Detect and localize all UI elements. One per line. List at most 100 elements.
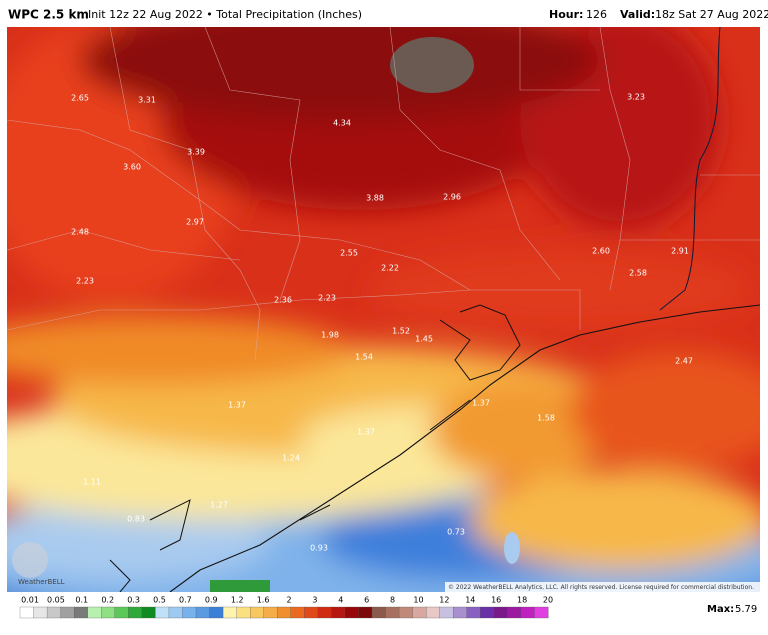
colorbar-swatch [344,606,359,619]
colorbar-tick-label: 0.3 [127,596,140,605]
colorbar-tick-label: 6 [364,596,369,605]
colorbar-swatch [493,606,508,619]
colorbar-tick-label: 2 [286,596,291,605]
colorbar-swatch [128,606,143,619]
logo: WeatherBELL [18,578,65,586]
colorbar-swatch [520,606,535,619]
colorbar-swatch [46,606,62,619]
colorbar: 0.01 0.05 0.1 0.2 0.3 0.5 0.7 0.9 1.2 1.6 2 3 4 6 8 10 1… [19,596,553,619]
colorbar-swatch [412,606,427,619]
colorbar-swatch [385,606,400,619]
colorbar-swatch [304,606,319,619]
colorbar-swatch [168,606,183,619]
colorbar-tick-label: 16 [491,596,501,605]
colorbar-tick-label: 4 [338,596,343,605]
colorbar-swatch [439,606,454,619]
colorbar-tick-label: 1.6 [257,596,270,605]
map-value-label: 2.36 [274,296,292,305]
map-value-label: 1.45 [415,335,433,344]
map-value-label: 2.58 [629,269,647,278]
colorbar-swatch [358,606,373,619]
map-value-label: 4.34 [333,119,351,128]
colorbar-swatch [398,606,414,619]
colorbar-swatch [236,606,251,619]
colorbar-swatch [33,606,48,619]
colorbar-swatch [453,606,468,619]
map-value-label: 3.39 [187,148,205,157]
colorbar-swatch [466,606,481,619]
map-value-label: 1.54 [355,353,373,362]
colorbar-swatch [250,606,265,619]
colorbar-swatch [331,606,346,619]
max-value: 5.79 [735,604,757,615]
colorbar-tick-label: 0.1 [75,596,88,605]
map-value-label: 1.98 [321,331,339,340]
subtitle: Init 12z 22 Aug 2022 • Total Precipitati… [88,8,362,21]
map-value-label: 2.96 [443,193,461,202]
colorbar-swatch [263,606,278,619]
map-value-label: 2.22 [381,264,399,273]
map-value-label: 1.37 [357,428,375,437]
colorbar-swatch [155,606,170,619]
map-value-label: 2.48 [71,228,89,237]
map-value-label: 0.73 [447,528,465,537]
map-value-label: 1.24 [282,454,300,463]
colorbar-swatch [209,606,224,619]
colorbar-swatch [60,606,75,619]
colorbar-tick-label: 0.01 [21,596,39,605]
hour-label: Hour: [549,8,583,21]
map-value-label: 3.23 [627,93,645,102]
colorbar-tick-label: 8 [390,596,395,605]
colorbar-swatch [507,606,522,619]
title: WPC 2.5 km [8,8,89,22]
map-value-label: 1.27 [210,501,228,510]
colorbar-swatch [222,606,238,619]
colorbar-tick-label: 0.7 [179,596,192,605]
map-value-label: 2.55 [340,249,358,258]
colorbar-tick-label: 12 [439,596,449,605]
colorbar-swatch [290,606,305,619]
colorbar-tick-label: 14 [465,596,475,605]
copyright: © 2022 WeatherBELL Analytics, LLC. All r… [448,584,754,591]
valid-label: Valid: [620,8,655,21]
map-value-label: 3.31 [138,96,156,105]
colorbar-tick-label: 18 [517,596,527,605]
colorbar-swatch [277,606,292,619]
colorbar-swatch [114,606,129,619]
colorbar-swatch [371,606,386,619]
colorbar-swatch [101,606,116,619]
colorbar-tick-label: 0.5 [153,596,166,605]
colorbar-tick-label: 0.2 [101,596,114,605]
colorbar-swatch [74,606,89,619]
colorbar-swatch [195,606,210,619]
map-value-label: 2.23 [76,277,94,286]
colorbar-tick-label: 3 [312,596,317,605]
colorbar-tick-label: 0.05 [47,596,65,605]
valid: 18z Sat 27 Aug 2022 [655,8,768,21]
colorbar-tick-label: 20 [543,596,553,605]
map-value-label: 1.11 [83,478,101,487]
map-value-label: 1.37 [472,399,490,408]
colorbar-swatch [480,606,495,619]
map-value-label: 3.60 [123,163,141,172]
colorbar-swatch [182,606,197,619]
map-value-label: 2.23 [318,294,336,303]
colorbar-swatch [317,606,332,619]
map-value-label: 2.60 [592,247,610,256]
map-value-label: 0.93 [310,544,328,553]
map-value-label: 1.52 [392,327,410,336]
colorbar-swatch [534,606,549,619]
map-value-label: 3.88 [366,194,384,203]
map-value-label: 2.47 [675,357,693,366]
colorbar-tick-label: 0.9 [205,596,218,605]
max-label: Max: [707,604,734,615]
map-value-label: 1.37 [228,401,246,410]
colorbar-swatch [19,606,34,619]
map-value-label: 1.58 [537,414,555,423]
colorbar-swatch [87,606,102,619]
colorbar-swatch [426,606,441,619]
colorbar-swatch [141,606,156,619]
hour: 126 [586,8,607,21]
